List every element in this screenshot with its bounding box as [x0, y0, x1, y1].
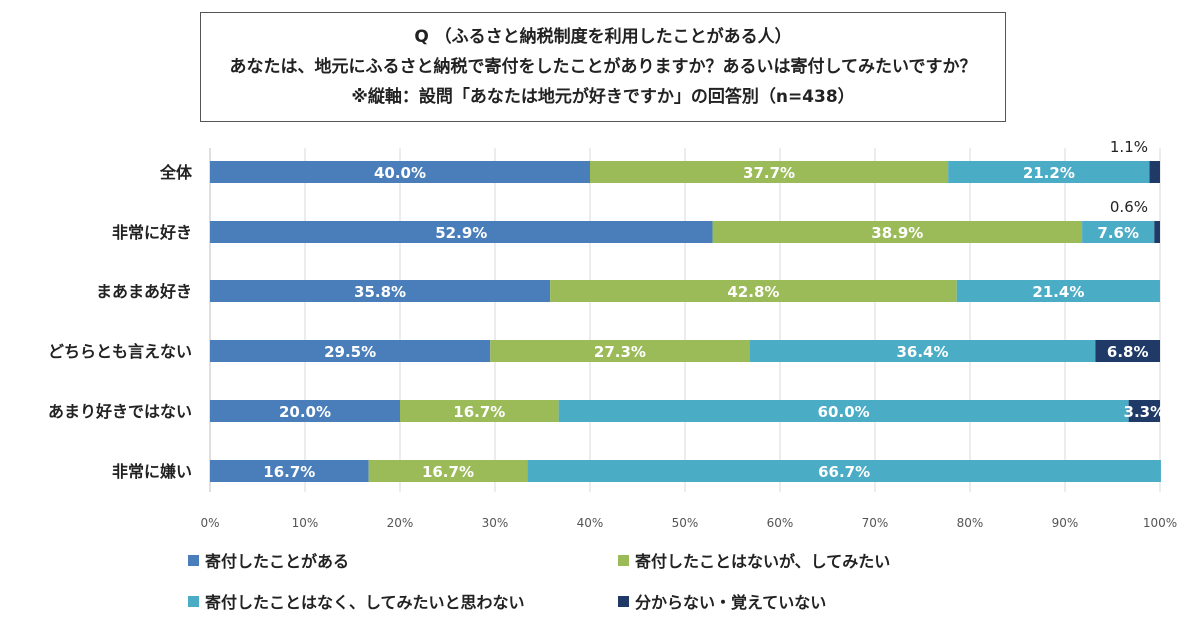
data-label-3-1: 0.6% — [1110, 198, 1148, 216]
category-label-1: 非常に好き — [112, 223, 192, 242]
data-label-2-4: 60.0% — [818, 403, 870, 421]
bar-1-3 — [490, 340, 750, 362]
legend-item-2: 寄付したことはなく、してみたいと思わない — [188, 589, 525, 613]
data-label-0-5: 16.7% — [263, 463, 315, 481]
chart-title-box: Q （ふるさと納税制度を利用したことがある人） あなたは、地元にふるさと納税で寄… — [200, 12, 1006, 122]
data-label-1-0: 37.7% — [743, 164, 795, 182]
bar-1-2 — [550, 280, 957, 302]
category-label-0: 全体 — [159, 163, 193, 182]
x-tick-label-6: 60% — [767, 516, 794, 530]
data-label-1-1: 38.9% — [871, 224, 923, 242]
legend-swatch-0 — [188, 554, 199, 566]
data-label-0-0: 40.0% — [374, 164, 426, 182]
legend-label-2: 寄付したことはなく、してみたいと思わない — [205, 593, 525, 612]
data-label-1-4: 16.7% — [453, 403, 505, 421]
bar-0-3 — [210, 340, 491, 362]
x-tick-label-0: 0% — [200, 516, 219, 530]
legend-swatch-2 — [188, 595, 199, 607]
category-label-4: あまり好きではない — [48, 402, 192, 421]
x-tick-label-4: 40% — [577, 516, 604, 530]
bar-2-3 — [749, 340, 1096, 362]
data-label-0-4: 20.0% — [279, 403, 331, 421]
bar-0-0 — [210, 161, 590, 183]
data-label-2-3: 36.4% — [896, 343, 948, 361]
chart-title-line-1: Q （ふるさと納税制度を利用したことがある人） — [414, 27, 792, 47]
x-tick-label-5: 50% — [672, 516, 699, 530]
legend-label-0: 寄付したことがある — [205, 552, 350, 571]
bar-2-4 — [558, 400, 1129, 422]
bar-2-5 — [527, 460, 1161, 482]
bar-1-4 — [400, 400, 559, 422]
x-tick-label-8: 80% — [957, 516, 984, 530]
data-label-0-3: 29.5% — [324, 343, 376, 361]
legend-item-0: 寄付したことがある — [188, 548, 349, 572]
bar-2-1 — [1082, 221, 1155, 243]
bar-1-0 — [590, 161, 949, 183]
legend-label-3: 分からない・覚えていない — [635, 593, 827, 612]
bar-3-4 — [1128, 400, 1160, 422]
bar-1-1 — [712, 221, 1083, 243]
x-tick-label-9: 90% — [1052, 516, 1079, 530]
x-tick-label-7: 70% — [862, 516, 889, 530]
x-tick-label-1: 10% — [292, 516, 319, 530]
data-label-2-1: 7.6% — [1097, 224, 1139, 242]
bar-2-0 — [948, 161, 1150, 183]
chart-title-line-2: あなたは、地元にふるさと納税で寄付をしたことがありますか？あるいは寄付してみたい… — [229, 57, 977, 77]
chart-title-line-3: ※縦軸：設問「あなたは地元が好きですか」の回答別（n=438） — [351, 87, 855, 107]
legend-item-1: 寄付したことはないが、してみたい — [618, 548, 890, 572]
bar-0-2 — [210, 280, 551, 302]
x-tick-label-10: 100% — [1143, 516, 1177, 530]
data-label-1-5: 16.7% — [422, 463, 474, 481]
legend-swatch-1 — [618, 554, 629, 566]
bar-3-1 — [1154, 221, 1160, 243]
bar-3-3 — [1095, 340, 1160, 362]
legend-item-3: 分からない・覚えていない — [618, 589, 826, 613]
x-tick-label-2: 20% — [387, 516, 414, 530]
bar-0-4 — [210, 400, 400, 422]
data-label-2-5: 66.7% — [818, 463, 870, 481]
category-label-3: どちらとも言えない — [48, 342, 192, 361]
legend-label-1: 寄付したことはないが、してみたい — [635, 552, 891, 571]
data-label-2-2: 21.4% — [1032, 283, 1084, 301]
bar-0-1 — [210, 221, 713, 243]
category-label-2: まあまあ好き — [96, 282, 192, 301]
bar-1-5 — [368, 460, 528, 482]
legend-swatch-3 — [618, 595, 629, 607]
x-tick-label-3: 30% — [482, 516, 509, 530]
bar-0-5 — [210, 460, 369, 482]
data-label-0-2: 35.8% — [354, 283, 406, 301]
data-label-1-2: 42.8% — [727, 283, 779, 301]
data-label-1-3: 27.3% — [594, 343, 646, 361]
data-label-3-0: 1.1% — [1110, 138, 1148, 156]
data-label-3-4: 3.3% — [1124, 403, 1166, 421]
category-label-5: 非常に嫌い — [112, 462, 192, 481]
bar-2-2 — [956, 280, 1160, 302]
data-label-3-3: 6.8% — [1107, 343, 1149, 361]
data-label-2-0: 21.2% — [1023, 164, 1075, 182]
data-label-0-1: 52.9% — [435, 224, 487, 242]
bar-3-0 — [1149, 161, 1160, 183]
